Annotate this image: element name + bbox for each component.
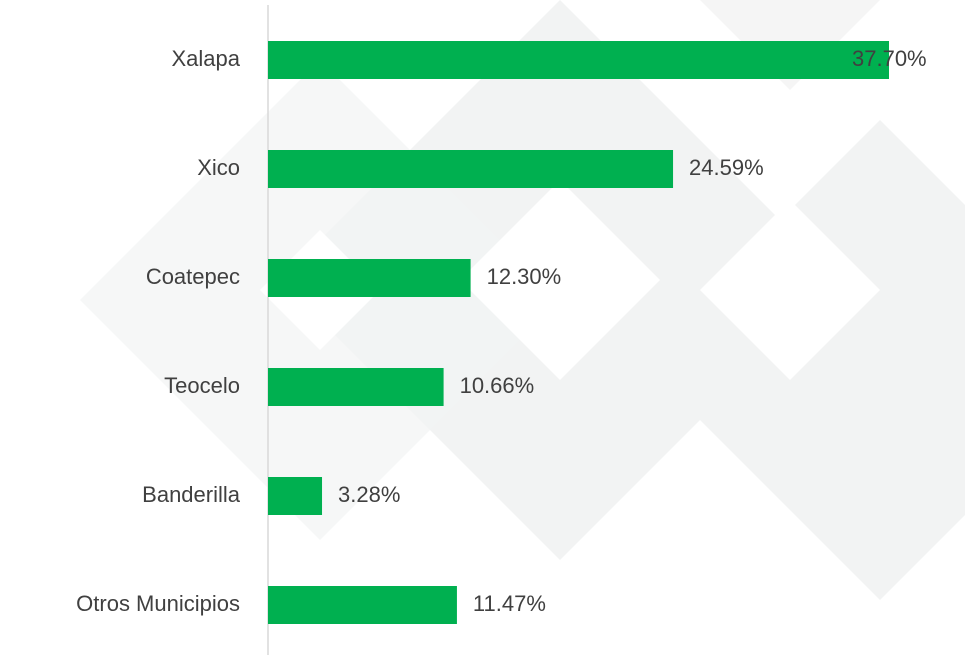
bar: [268, 259, 471, 297]
category-label: Banderilla: [142, 482, 241, 507]
bar: [268, 586, 457, 624]
data-label: 24.59%: [689, 155, 764, 180]
bar: [268, 150, 674, 188]
bar: [268, 368, 444, 406]
data-label: 11.47%: [473, 591, 546, 616]
bar: [268, 41, 889, 79]
category-label: Otros Municipios: [76, 591, 240, 616]
category-label: Xico: [197, 155, 240, 180]
data-label: 37.70%: [852, 46, 927, 71]
data-label: 12.30%: [487, 264, 562, 289]
background-watermark: [80, 0, 965, 600]
category-label: Xalapa: [171, 46, 240, 71]
category-label: Teocelo: [164, 373, 240, 398]
data-label: 10.66%: [460, 373, 535, 398]
category-label: Coatepec: [146, 264, 240, 289]
bar: [268, 477, 323, 515]
data-label: 3.28%: [338, 482, 400, 507]
